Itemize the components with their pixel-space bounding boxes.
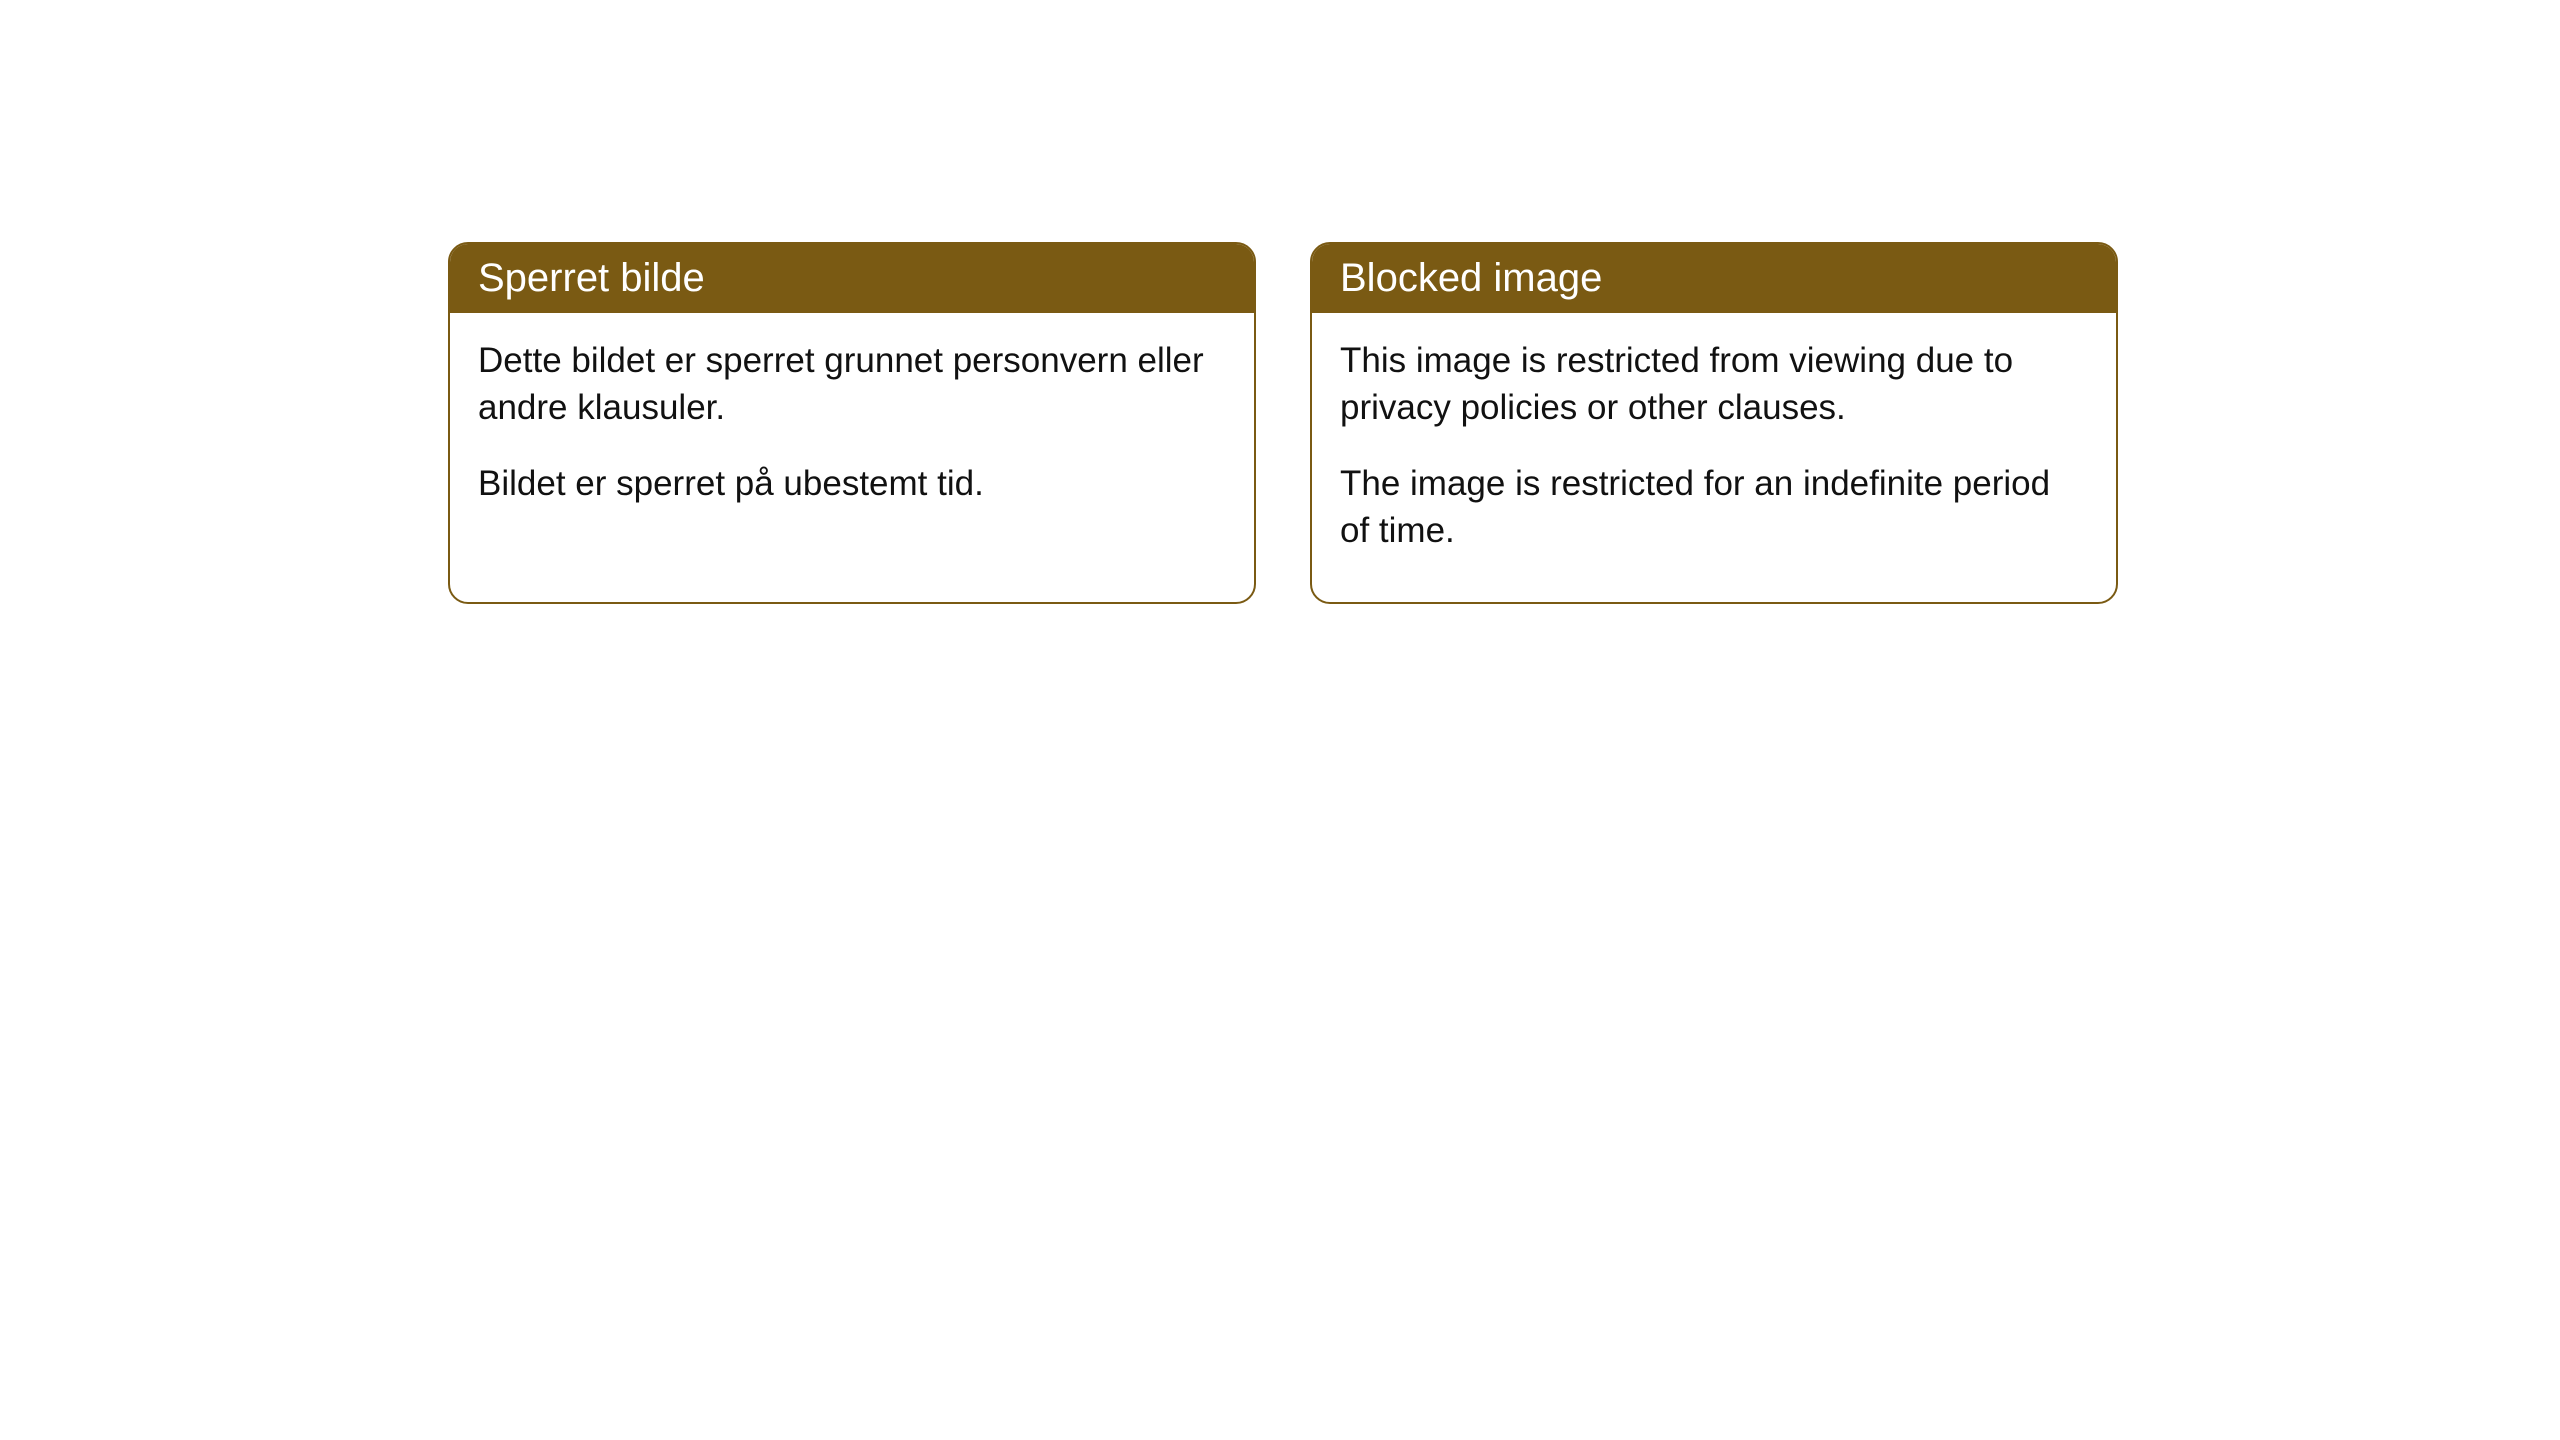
notice-card-norwegian: Sperret bilde Dette bildet er sperret gr… (448, 242, 1256, 604)
notice-cards-container: Sperret bilde Dette bildet er sperret gr… (448, 242, 2118, 604)
card-body-norwegian: Dette bildet er sperret grunnet personve… (450, 313, 1254, 555)
notice-card-english: Blocked image This image is restricted f… (1310, 242, 2118, 604)
card-header-norwegian: Sperret bilde (450, 244, 1254, 313)
card-body-english: This image is restricted from viewing du… (1312, 313, 2116, 602)
card-paragraph: Dette bildet er sperret grunnet personve… (478, 337, 1226, 432)
card-header-english: Blocked image (1312, 244, 2116, 313)
card-paragraph: This image is restricted from viewing du… (1340, 337, 2088, 432)
card-paragraph: Bildet er sperret på ubestemt tid. (478, 460, 1226, 507)
card-paragraph: The image is restricted for an indefinit… (1340, 460, 2088, 555)
